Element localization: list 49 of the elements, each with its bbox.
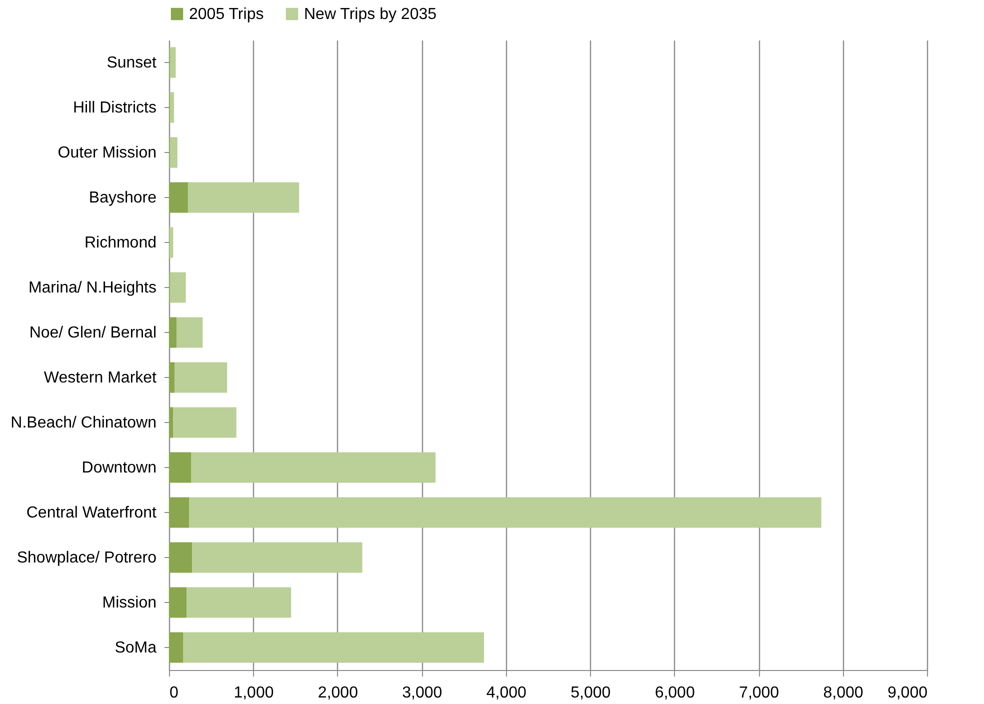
bar <box>169 362 174 393</box>
bar <box>169 317 177 348</box>
x-tick-label: 5,000 <box>570 684 611 702</box>
bar <box>169 182 188 213</box>
x-tick-label: 8,000 <box>823 684 864 702</box>
y-tick-label: SoMa <box>114 640 157 656</box>
bar <box>170 47 176 78</box>
bar <box>169 407 174 438</box>
y-tick-label: Western Market <box>44 370 158 386</box>
x-tick-label: 9,000 <box>887 684 928 702</box>
x-tick-label: 2,000 <box>318 684 358 702</box>
x-tick-label: 4,000 <box>486 684 527 702</box>
bar <box>191 452 436 483</box>
legend-label: 2005 Trips <box>189 6 264 23</box>
bar <box>170 92 174 123</box>
x-tick-label: 3,000 <box>402 684 442 702</box>
bar <box>170 272 186 303</box>
y-tick-label: Hill Districts <box>72 100 156 116</box>
y-tick-label: Bayshore <box>88 190 157 206</box>
y-tick-label: Downtown <box>82 460 156 476</box>
bar <box>169 227 174 258</box>
y-tick-label: Richmond <box>84 234 156 252</box>
bar <box>183 632 484 663</box>
bar <box>169 632 184 663</box>
x-tick-label: 1,000 <box>234 684 274 702</box>
bar <box>189 497 822 528</box>
y-tick-label: N.Beach/ Chinatown <box>10 414 156 432</box>
bar <box>173 407 236 438</box>
legend-label: New Trips by 2035 <box>304 6 437 23</box>
x-tick-label: 0 <box>170 684 178 702</box>
bar <box>186 587 292 618</box>
y-tick-label: Noe/ Glen/ Bernal <box>29 324 156 342</box>
y-tick-label: Sunset <box>106 54 158 72</box>
bar <box>169 587 187 618</box>
bar <box>174 362 228 393</box>
y-tick-label: Marina/ N.Heights <box>28 280 156 296</box>
bar <box>170 137 178 168</box>
y-tick-label: Showplace/ Potrero <box>16 550 157 566</box>
bar <box>169 452 192 483</box>
bar <box>169 497 190 528</box>
x-tick-label: 7,000 <box>739 684 780 702</box>
bar <box>188 182 300 213</box>
y-tick-label: Mission <box>102 594 156 612</box>
y-tick-label: Central Waterfront <box>26 504 158 522</box>
x-tick-label: 6,000 <box>654 684 695 702</box>
bar <box>192 542 362 573</box>
y-tick-label: Outer Mission <box>58 144 156 162</box>
bar <box>169 542 192 573</box>
bar <box>176 317 203 348</box>
